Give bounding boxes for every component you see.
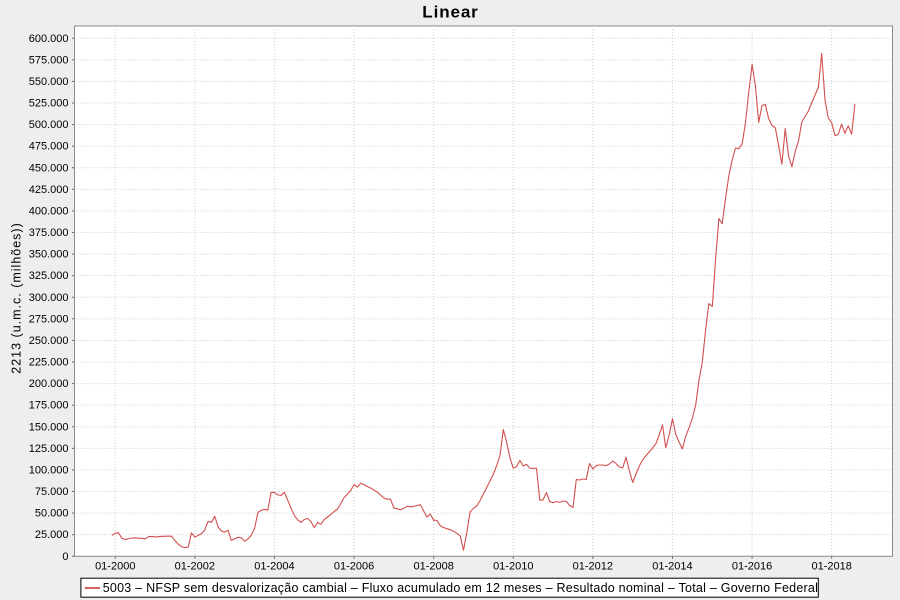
svg-text:2213 (u.m.c. (milhões)): 2213 (u.m.c. (milhões)) [10,222,24,374]
svg-text:0: 0 [62,551,68,563]
svg-text:425.000: 425.000 [29,184,69,196]
svg-text:125.000: 125.000 [29,443,69,455]
svg-text:01-2008: 01-2008 [413,561,453,573]
svg-text:01-2004: 01-2004 [254,561,294,573]
svg-text:75.000: 75.000 [35,486,69,498]
svg-text:500.000: 500.000 [29,119,69,131]
svg-text:325.000: 325.000 [29,270,69,282]
svg-text:01-2014: 01-2014 [652,561,692,573]
svg-text:475.000: 475.000 [29,141,69,153]
svg-text:350.000: 350.000 [29,249,69,261]
svg-text:575.000: 575.000 [29,54,69,66]
svg-text:525.000: 525.000 [29,98,69,110]
svg-text:Linear: Linear [422,3,478,22]
svg-text:450.000: 450.000 [29,162,69,174]
svg-text:300.000: 300.000 [29,292,69,304]
svg-text:01-2002: 01-2002 [175,561,215,573]
svg-text:400.000: 400.000 [29,205,69,217]
svg-text:550.000: 550.000 [29,76,69,88]
svg-text:200.000: 200.000 [29,378,69,390]
svg-text:175.000: 175.000 [29,400,69,412]
svg-text:01-2000: 01-2000 [95,561,135,573]
svg-text:275.000: 275.000 [29,313,69,325]
svg-text:225.000: 225.000 [29,357,69,369]
svg-text:375.000: 375.000 [29,227,69,239]
svg-text:5003 – NFSP sem desvalorização: 5003 – NFSP sem desvalorização cambial –… [103,581,818,595]
svg-text:150.000: 150.000 [29,421,69,433]
svg-text:50.000: 50.000 [35,508,69,520]
svg-text:100.000: 100.000 [29,464,69,476]
svg-text:25.000: 25.000 [35,529,69,541]
svg-text:600.000: 600.000 [29,33,69,45]
svg-text:01-2012: 01-2012 [573,561,613,573]
svg-text:01-2018: 01-2018 [811,561,851,573]
svg-text:01-2010: 01-2010 [493,561,533,573]
svg-text:01-2006: 01-2006 [334,561,374,573]
svg-text:01-2016: 01-2016 [732,561,772,573]
svg-text:250.000: 250.000 [29,335,69,347]
